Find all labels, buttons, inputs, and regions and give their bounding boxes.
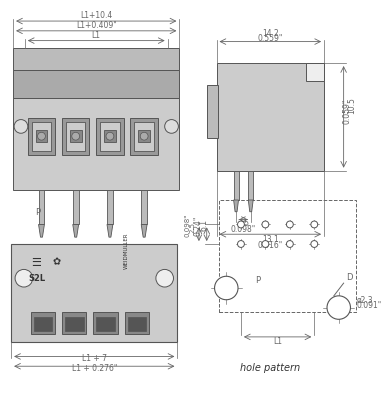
Bar <box>104 130 116 142</box>
Circle shape <box>238 221 244 228</box>
Bar <box>93 312 118 334</box>
Bar <box>70 130 82 142</box>
Text: 2.5: 2.5 <box>237 220 249 228</box>
Text: 0.059": 0.059" <box>342 98 351 124</box>
Bar <box>141 190 147 224</box>
Bar <box>62 118 89 155</box>
Bar <box>128 317 146 331</box>
Text: L1+10.4: L1+10.4 <box>80 11 112 20</box>
Polygon shape <box>234 200 238 212</box>
Bar <box>73 190 79 224</box>
Text: 0.098": 0.098" <box>231 225 256 234</box>
Polygon shape <box>73 224 79 237</box>
Text: ✿: ✿ <box>52 258 60 268</box>
Bar <box>11 244 177 342</box>
Bar <box>219 200 356 312</box>
Bar <box>130 118 158 155</box>
Bar <box>62 312 86 334</box>
Bar <box>100 122 120 151</box>
Text: L1+0.409": L1+0.409" <box>76 21 116 30</box>
Bar <box>248 171 253 200</box>
Text: D: D <box>347 273 353 282</box>
Bar <box>96 317 115 331</box>
Text: L1 + 7: L1 + 7 <box>82 354 107 363</box>
Circle shape <box>238 240 244 248</box>
Polygon shape <box>141 224 147 237</box>
Text: L1 + 0.276": L1 + 0.276" <box>72 364 117 373</box>
Circle shape <box>327 296 351 319</box>
Text: 0.24": 0.24" <box>194 216 202 236</box>
Text: 0.091": 0.091" <box>356 300 382 310</box>
Bar <box>31 312 55 334</box>
Circle shape <box>106 132 114 140</box>
Text: 2.5: 2.5 <box>190 222 196 233</box>
Circle shape <box>262 240 269 248</box>
Bar <box>13 70 179 98</box>
Bar <box>36 130 47 142</box>
Circle shape <box>165 120 178 133</box>
Bar <box>39 190 45 224</box>
Text: ø2.3: ø2.3 <box>356 296 373 305</box>
Bar <box>107 190 113 224</box>
Text: 13.1: 13.1 <box>262 235 279 244</box>
Text: 10.5: 10.5 <box>347 97 356 114</box>
Bar <box>307 63 324 81</box>
Text: hole pattern: hole pattern <box>240 363 300 373</box>
Bar <box>28 118 55 155</box>
Bar <box>13 98 179 190</box>
Circle shape <box>38 132 45 140</box>
Circle shape <box>311 221 318 228</box>
Bar <box>138 130 150 142</box>
Circle shape <box>140 132 148 140</box>
Bar <box>96 118 123 155</box>
Bar <box>65 317 84 331</box>
Circle shape <box>262 221 269 228</box>
Bar <box>32 122 51 151</box>
Text: 6.1: 6.1 <box>199 219 208 231</box>
Bar <box>66 122 86 151</box>
Polygon shape <box>39 224 45 237</box>
Bar <box>34 317 52 331</box>
Circle shape <box>15 270 33 287</box>
Text: 14.2: 14.2 <box>262 29 279 38</box>
Text: L1: L1 <box>92 31 101 40</box>
Text: 0.098": 0.098" <box>184 214 190 237</box>
Circle shape <box>286 240 293 248</box>
Bar <box>125 312 149 334</box>
Text: P: P <box>34 208 40 217</box>
Polygon shape <box>107 224 113 237</box>
Circle shape <box>214 276 238 300</box>
Polygon shape <box>248 200 253 212</box>
Circle shape <box>156 270 173 287</box>
Text: 0.559": 0.559" <box>258 34 283 43</box>
Circle shape <box>14 120 28 133</box>
Bar <box>134 122 154 151</box>
Bar <box>13 48 179 70</box>
Text: ☰: ☰ <box>31 258 41 268</box>
Text: P: P <box>256 276 261 285</box>
Circle shape <box>286 221 293 228</box>
Text: WEIDMULLER: WEIDMULLER <box>123 233 128 270</box>
Circle shape <box>311 240 318 248</box>
Text: L1: L1 <box>273 337 282 346</box>
Bar <box>216 63 324 171</box>
Circle shape <box>72 132 80 140</box>
Bar <box>207 85 219 138</box>
Text: 0.516": 0.516" <box>258 241 283 250</box>
Text: S2L: S2L <box>29 274 46 283</box>
Bar <box>234 171 238 200</box>
